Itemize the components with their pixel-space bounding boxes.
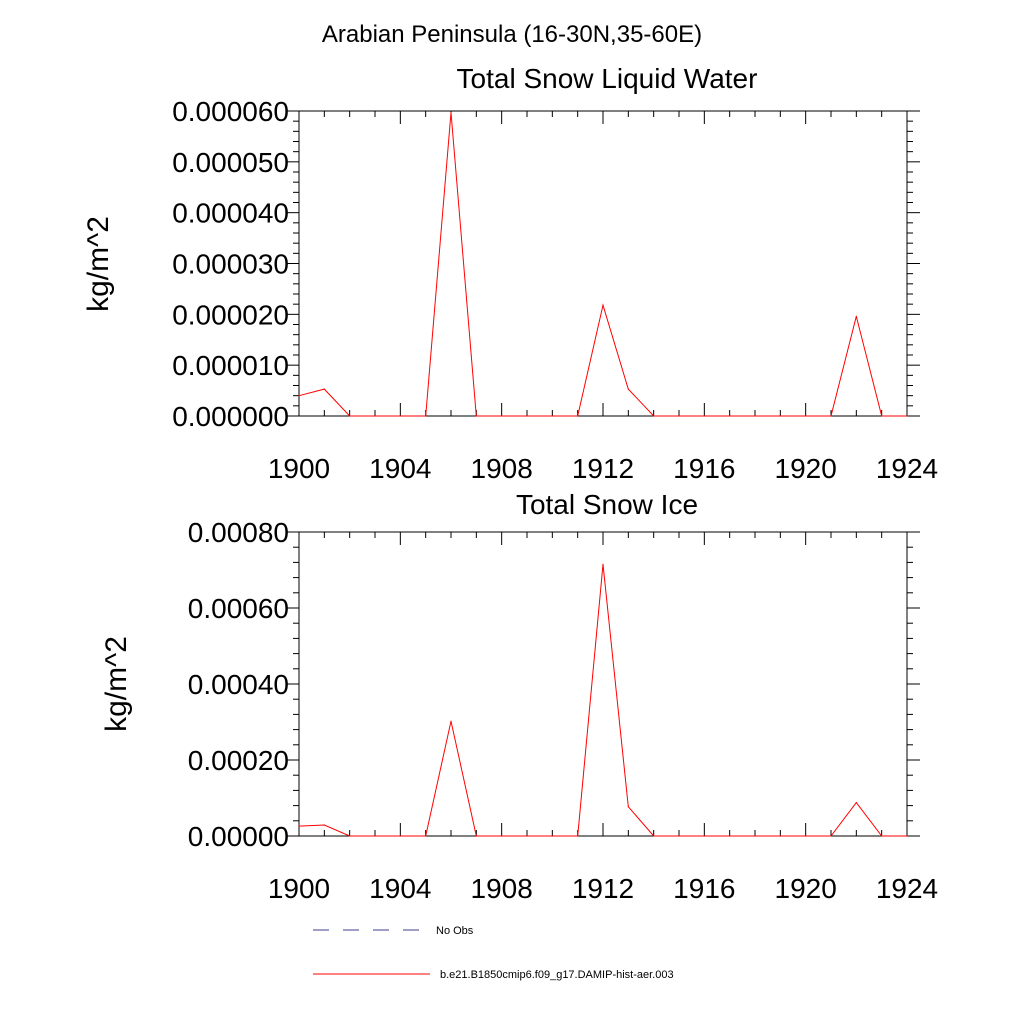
figure-suptitle: Arabian Peninsula (16-30N,35-60E) bbox=[322, 21, 702, 48]
data-point bbox=[754, 835, 756, 837]
data-point bbox=[450, 720, 452, 722]
data-point bbox=[627, 806, 629, 808]
data-point bbox=[703, 415, 705, 417]
x-tick-label: 1900 bbox=[268, 873, 330, 904]
chart-title: Total Snow Liquid Water bbox=[457, 63, 758, 94]
data-point bbox=[779, 835, 781, 837]
data-point bbox=[323, 388, 325, 390]
data-point bbox=[653, 415, 655, 417]
data-point bbox=[881, 835, 883, 837]
data-point bbox=[805, 835, 807, 837]
y-tick-label: 0.000020 bbox=[172, 299, 289, 330]
y-tick-label: 0.00020 bbox=[188, 745, 289, 776]
data-point bbox=[577, 835, 579, 837]
data-point bbox=[906, 415, 908, 417]
data-point bbox=[399, 415, 401, 417]
y-tick-label: 0.00000 bbox=[188, 821, 289, 852]
data-point bbox=[855, 315, 857, 317]
data-point bbox=[805, 415, 807, 417]
data-point bbox=[349, 415, 351, 417]
data-point bbox=[425, 835, 427, 837]
legend-label-model: b.e21.B1850cmip6.f09_g17.DAMIP-hist-aer.… bbox=[440, 969, 674, 981]
panel-snow-liquid-water: Total Snow Liquid Water 1900 1904 1908 1912 1… bbox=[82, 63, 938, 484]
x-tick-label: 1920 bbox=[775, 873, 837, 904]
data-point bbox=[374, 415, 376, 417]
x-tick-label: 1924 bbox=[876, 453, 938, 484]
data-point bbox=[602, 304, 604, 306]
data-point bbox=[475, 415, 477, 417]
x-tick-label: 1920 bbox=[775, 453, 837, 484]
data-point bbox=[323, 824, 325, 826]
data-point bbox=[881, 415, 883, 417]
data-point bbox=[298, 395, 300, 397]
data-point bbox=[729, 835, 731, 837]
data-point bbox=[501, 415, 503, 417]
data-point bbox=[577, 415, 579, 417]
data-point bbox=[526, 415, 528, 417]
y-tick-label: 0.00080 bbox=[188, 517, 289, 548]
x-tick-label: 1912 bbox=[572, 873, 634, 904]
series-line bbox=[298, 112, 907, 417]
data-point bbox=[830, 835, 832, 837]
data-point bbox=[627, 388, 629, 390]
x-tick-label: 1912 bbox=[572, 453, 634, 484]
x-tick-label: 1900 bbox=[268, 453, 330, 484]
x-tick-label: 1908 bbox=[471, 453, 533, 484]
data-point bbox=[855, 801, 857, 804]
x-tick-label: 1904 bbox=[369, 453, 431, 484]
data-point bbox=[754, 415, 756, 417]
data-point bbox=[602, 563, 604, 565]
y-tick-label: 0.000040 bbox=[172, 198, 289, 229]
data-point bbox=[475, 835, 477, 837]
x-tick-label: 1916 bbox=[673, 873, 735, 904]
y-tick-label: 0.00060 bbox=[188, 593, 289, 624]
data-point bbox=[729, 415, 731, 417]
y-tick-label: 0.000030 bbox=[172, 249, 289, 280]
x-tick-label: 1916 bbox=[673, 453, 735, 484]
y-tick-label: 0.000000 bbox=[172, 401, 289, 432]
data-point bbox=[501, 835, 503, 837]
y-tick-label: 0.000060 bbox=[172, 96, 289, 127]
plot-frame bbox=[298, 110, 908, 417]
chart-title: Total Snow Ice bbox=[516, 489, 698, 520]
data-point bbox=[551, 835, 553, 837]
legend: No Obs b.e21.B1850cmip6.f09_g17.DAMIP-hi… bbox=[313, 925, 674, 981]
y-tick-label: 0.000010 bbox=[172, 350, 289, 381]
legend-label-obs: No Obs bbox=[436, 925, 474, 937]
data-point bbox=[653, 835, 655, 837]
y-axis-label: kg/m^2 bbox=[100, 636, 133, 732]
data-point bbox=[298, 825, 300, 827]
x-tick-label: 1904 bbox=[369, 873, 431, 904]
y-tick-label: 0.000050 bbox=[172, 147, 289, 178]
x-tick-label: 1908 bbox=[471, 873, 533, 904]
data-point bbox=[526, 835, 528, 837]
data-point bbox=[349, 835, 351, 837]
series-line bbox=[298, 564, 907, 837]
data-point bbox=[779, 415, 781, 417]
data-point bbox=[425, 415, 427, 417]
plot-frame bbox=[298, 531, 908, 837]
data-point bbox=[830, 415, 832, 417]
data-point bbox=[703, 835, 705, 837]
panel-snow-ice: Total Snow Ice 1900 1904 1908 1912 1916 1920 19… bbox=[100, 489, 938, 904]
data-point bbox=[678, 415, 680, 417]
y-axis-label: kg/m^2 bbox=[82, 216, 115, 312]
data-point bbox=[374, 835, 376, 837]
data-point bbox=[399, 835, 401, 837]
data-point bbox=[906, 835, 908, 837]
y-tick-label: 0.00040 bbox=[188, 669, 289, 700]
data-point bbox=[450, 111, 452, 114]
data-point bbox=[551, 415, 553, 417]
data-point bbox=[678, 835, 680, 837]
x-tick-label: 1924 bbox=[876, 873, 938, 904]
